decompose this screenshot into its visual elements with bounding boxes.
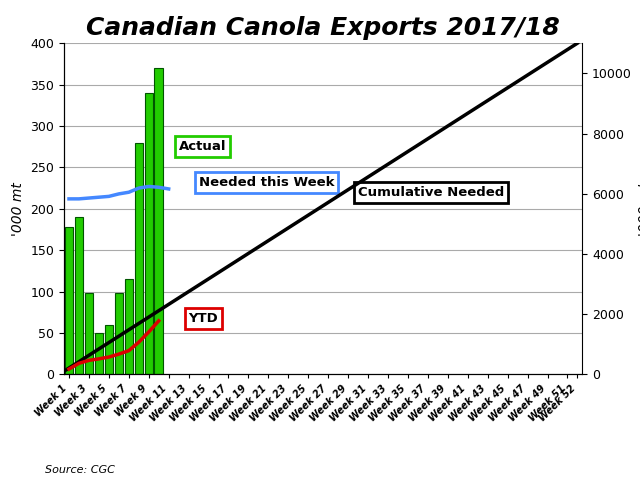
Bar [115,293,123,374]
Text: Actual: Actual [179,140,226,153]
Bar [75,217,83,374]
Y-axis label: '000 mt: '000 mt [11,182,25,236]
Bar [154,68,163,374]
Y-axis label: '000 mt: '000 mt [637,182,640,236]
Text: Cumulative Needed: Cumulative Needed [358,186,504,199]
Bar [65,227,73,374]
Text: YTD: YTD [189,312,218,324]
Text: Needed this Week: Needed this Week [198,176,334,189]
Bar [104,324,113,374]
Bar [125,279,133,374]
Bar [134,143,143,374]
Bar [145,93,153,374]
Bar [84,293,93,374]
Bar [95,333,103,374]
Title: Canadian Canola Exports 2017/18: Canadian Canola Exports 2017/18 [86,16,560,40]
Text: Source: CGC: Source: CGC [45,465,115,475]
